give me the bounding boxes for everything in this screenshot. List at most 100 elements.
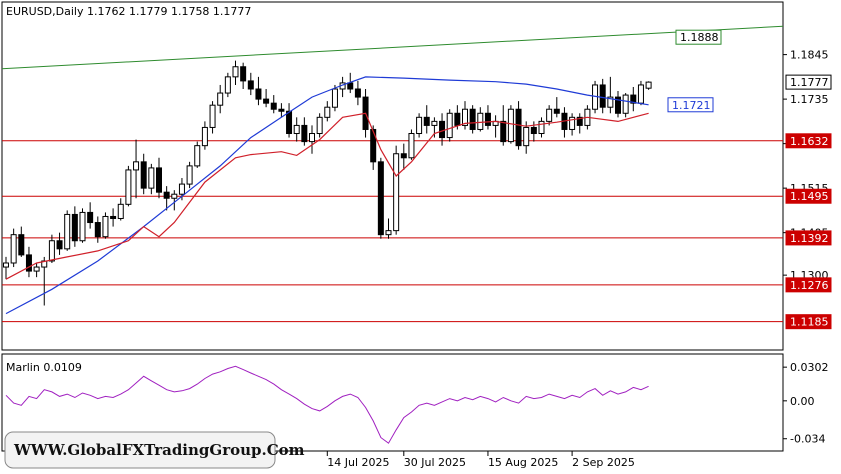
candle-body bbox=[33, 266, 40, 272]
candle-body bbox=[117, 203, 124, 219]
price-label-text: 1.1777 bbox=[790, 76, 829, 89]
candle bbox=[224, 72, 231, 98]
price-label: 1.1888 bbox=[675, 29, 722, 45]
x-tick-label: 15 Aug 2025 bbox=[488, 456, 558, 469]
candle bbox=[163, 186, 170, 211]
candle-body bbox=[446, 112, 453, 139]
candle bbox=[377, 157, 384, 239]
candle bbox=[293, 117, 300, 142]
indicator-tick-label: 0.00 bbox=[790, 395, 815, 408]
candle bbox=[201, 121, 208, 150]
candle bbox=[484, 105, 491, 130]
price-label-text: 1.1185 bbox=[790, 316, 829, 329]
y-tick-label: 1.1845 bbox=[790, 49, 829, 62]
price-label-text: 1.1495 bbox=[790, 190, 829, 203]
candle-body bbox=[385, 230, 392, 236]
candle-body bbox=[515, 108, 522, 147]
candle bbox=[622, 93, 629, 118]
candle-body bbox=[423, 116, 430, 126]
candle bbox=[64, 210, 71, 251]
candle bbox=[10, 228, 17, 268]
price-label-box bbox=[675, 29, 722, 45]
candle bbox=[393, 145, 400, 235]
candle-body bbox=[645, 81, 652, 89]
candle-body bbox=[3, 262, 9, 268]
candle-body bbox=[286, 110, 293, 135]
candle-body bbox=[71, 213, 78, 242]
candle-body bbox=[156, 167, 162, 193]
price-label-text: 1.1632 bbox=[790, 135, 829, 148]
candle bbox=[630, 86, 637, 112]
candle-body bbox=[270, 102, 277, 110]
candle-body bbox=[416, 116, 423, 135]
candle bbox=[615, 91, 621, 118]
candle-body bbox=[87, 211, 94, 224]
candle-body bbox=[140, 161, 147, 189]
candle bbox=[48, 234, 55, 263]
candle bbox=[439, 113, 446, 146]
candle bbox=[133, 139, 140, 199]
indicator-tick-label: -0.034 bbox=[790, 433, 825, 446]
main-panel bbox=[1, 1, 784, 351]
candle bbox=[286, 103, 293, 138]
candle bbox=[56, 232, 63, 255]
candle-body bbox=[240, 66, 247, 82]
candle-body bbox=[615, 96, 621, 114]
candle bbox=[301, 117, 308, 146]
candle bbox=[569, 113, 576, 136]
price-label-box bbox=[785, 74, 832, 90]
candle bbox=[385, 218, 392, 239]
candle bbox=[576, 113, 583, 134]
price-label: 1.1276 bbox=[785, 277, 832, 293]
candle-body bbox=[607, 96, 614, 108]
candle bbox=[599, 78, 606, 114]
y-tick-label: 1.1735 bbox=[790, 93, 829, 106]
x-tick-label: 2 Sep 2025 bbox=[572, 456, 635, 469]
candle-body bbox=[25, 254, 32, 272]
price-label-box bbox=[667, 97, 714, 113]
candle bbox=[87, 202, 94, 229]
candle-body bbox=[278, 108, 285, 112]
candle-body bbox=[125, 169, 132, 205]
candle bbox=[500, 105, 507, 146]
candle bbox=[156, 157, 162, 199]
candle-body bbox=[454, 112, 461, 126]
price-label-box bbox=[785, 188, 832, 204]
candle bbox=[423, 105, 430, 134]
price-label-box bbox=[785, 277, 832, 293]
price-label: 1.1721 bbox=[667, 97, 714, 113]
trend-line bbox=[1, 25, 784, 70]
candle-body bbox=[194, 145, 201, 167]
candle-body bbox=[309, 133, 315, 143]
price-label-box bbox=[785, 230, 832, 246]
candle-body bbox=[530, 126, 537, 135]
candle-body bbox=[171, 193, 178, 199]
x-tick-label: 30 Jul 2025 bbox=[404, 456, 466, 469]
candle-body bbox=[255, 88, 262, 100]
candle-body bbox=[569, 116, 576, 130]
candles bbox=[3, 60, 652, 306]
candle bbox=[354, 80, 361, 106]
candle-body bbox=[148, 167, 155, 189]
candle bbox=[469, 105, 476, 134]
price-label-text: 1.1276 bbox=[790, 279, 829, 292]
candle-body bbox=[507, 108, 514, 143]
candle-body bbox=[324, 106, 331, 118]
price-label-box bbox=[785, 133, 832, 149]
candle-body bbox=[293, 124, 300, 135]
candle-body bbox=[331, 88, 338, 108]
candle bbox=[217, 84, 224, 114]
candle-body bbox=[110, 215, 117, 219]
candle bbox=[270, 95, 277, 114]
candle bbox=[400, 143, 407, 170]
candle-body bbox=[10, 234, 17, 264]
indicator-title: Marlin 0.0109 bbox=[6, 361, 82, 374]
candle bbox=[324, 101, 331, 122]
candle-body bbox=[576, 116, 583, 126]
time-axis-ticks: 14 Jul 2025 30 Jul 2025 15 Aug 2025 2 Sep 2… bbox=[326, 451, 635, 469]
price-label: 1.1777 bbox=[785, 74, 832, 90]
candle-body bbox=[48, 240, 55, 262]
candle-body bbox=[630, 94, 637, 104]
candle bbox=[171, 190, 178, 211]
